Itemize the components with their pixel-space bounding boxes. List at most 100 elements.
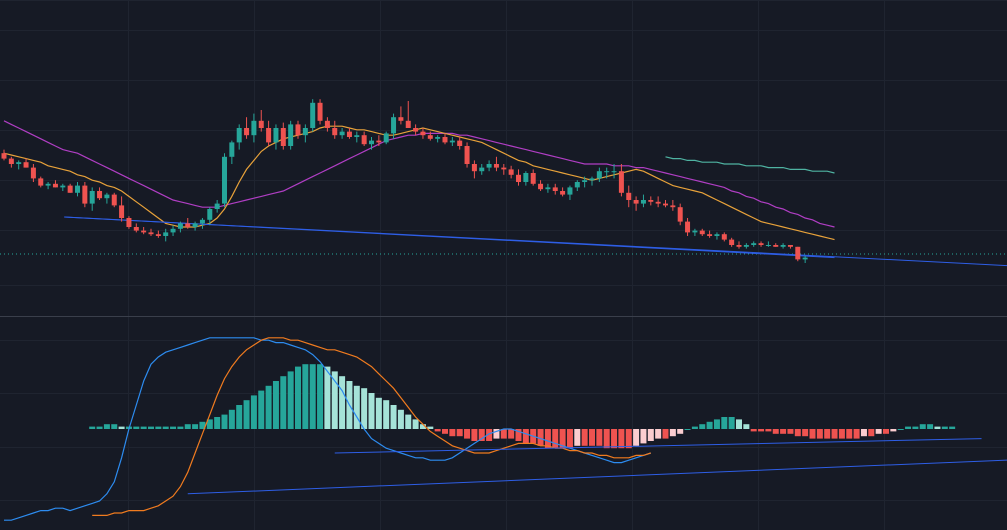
candle-body-44	[324, 120, 330, 128]
macd-histogram-bar-98	[721, 417, 728, 429]
macd-histogram-bar-56	[412, 419, 419, 429]
macd-histogram-bar-36	[265, 385, 272, 429]
macd-histogram-bar-117	[860, 429, 867, 437]
candle-body-18	[133, 227, 139, 231]
candle-107	[787, 245, 793, 249]
candle-body-64	[471, 164, 477, 172]
candle-body-12	[89, 191, 95, 204]
candle-3	[23, 158, 29, 168]
macd-histogram-bar-31	[228, 409, 235, 429]
candle-body-103	[758, 243, 764, 245]
candle-88	[648, 196, 654, 206]
candle-8	[60, 183, 66, 191]
candle-98	[721, 232, 727, 242]
candle-body-39	[288, 124, 294, 146]
candle-64	[471, 160, 477, 179]
candle-body-22	[163, 232, 169, 236]
candle-52	[383, 131, 389, 145]
macd-histogram-bar-28	[206, 419, 213, 429]
candle-15	[111, 192, 117, 208]
candle-body-32	[236, 128, 242, 143]
macd-histogram-bar-67	[493, 429, 500, 439]
candle-body-26	[192, 223, 198, 227]
candle-body-80	[589, 178, 595, 181]
candle-body-100	[736, 245, 742, 247]
candle-0	[1, 149, 7, 161]
macd-histogram-bar-92	[677, 429, 684, 434]
macd-histogram-bar-58	[427, 426, 434, 429]
candle-94	[692, 228, 698, 236]
macd-histogram-bar-81	[596, 429, 603, 446]
candle-102	[751, 241, 757, 247]
candle-body-63	[464, 146, 470, 164]
macd-histogram-bar-96	[706, 421, 713, 429]
candle-body-106	[780, 245, 786, 247]
candle-1	[8, 156, 14, 168]
candle-50	[369, 137, 374, 150]
macd-histogram-bar-111	[816, 429, 823, 439]
price-trendline-1	[64, 216, 1007, 267]
candle-body-10	[75, 185, 80, 193]
candle-91	[670, 200, 676, 211]
candle-39	[288, 120, 294, 150]
macd-histogram-bar-49	[361, 388, 368, 429]
moving-average-slow-line	[3, 120, 835, 228]
macd-histogram-bar-112	[824, 429, 831, 439]
candle-body-58	[427, 135, 433, 139]
macd-histogram-bar-48	[353, 385, 360, 429]
macd-histogram-bar-114	[838, 429, 845, 439]
macd-histogram-bar-93	[684, 429, 691, 430]
macd-histogram-bar-85	[625, 429, 632, 449]
candle-62	[457, 137, 463, 150]
candle-26	[192, 221, 198, 231]
macd-histogram-bar-95	[699, 424, 706, 429]
candle-24	[177, 221, 183, 233]
candle-49	[361, 131, 367, 146]
macd-histogram-bar-107	[787, 429, 794, 434]
macd-histogram-bar-79	[581, 429, 588, 446]
macd-histogram-bar-69	[508, 429, 515, 439]
candle-31	[229, 140, 235, 164]
candle-body-84	[618, 171, 624, 193]
candle-93	[685, 218, 691, 236]
macd-histogram-bar-29	[214, 417, 221, 429]
candle-33	[244, 117, 250, 139]
candle-36	[266, 120, 272, 146]
candle-71	[523, 171, 529, 186]
candle-body-50	[369, 140, 374, 145]
candle-body-76	[560, 191, 566, 195]
candle-19	[141, 227, 147, 235]
candle-25	[185, 218, 191, 229]
candle-68	[501, 164, 507, 175]
macd-histogram-bar-51	[375, 397, 382, 429]
candle-body-91	[670, 205, 676, 208]
macd-histogram-bar-113	[831, 429, 838, 439]
candle-body-13	[97, 191, 103, 199]
candle-body-5	[38, 178, 44, 186]
candle-69	[508, 165, 514, 179]
macd-histogram-bar-54	[397, 409, 404, 429]
candle-body-40	[295, 124, 301, 136]
candle-body-43	[317, 102, 323, 121]
candle-body-83	[611, 171, 617, 173]
candle-body-75	[552, 187, 558, 191]
macd-histogram-bar-40	[295, 366, 301, 429]
candle-body-60	[442, 137, 448, 143]
candle-body-61	[449, 140, 455, 143]
macd-histogram-bar-87	[640, 429, 647, 444]
candle-body-19	[141, 230, 147, 233]
candle-body-35	[258, 120, 264, 128]
candle-74	[545, 183, 551, 193]
candle-body-74	[545, 187, 551, 190]
macd-histogram-bar-108	[794, 429, 801, 437]
candle-body-72	[530, 173, 536, 184]
macd-histogram-bar-22	[162, 426, 169, 429]
macd-histogram-bar-70	[515, 429, 522, 441]
macd-trendline-0	[334, 438, 982, 454]
macd-histogram-bar-129	[949, 426, 956, 429]
candle-73	[538, 180, 544, 191]
candle-83	[611, 164, 617, 179]
macd-histogram-bar-19	[140, 426, 147, 429]
candle-body-9	[67, 185, 73, 193]
